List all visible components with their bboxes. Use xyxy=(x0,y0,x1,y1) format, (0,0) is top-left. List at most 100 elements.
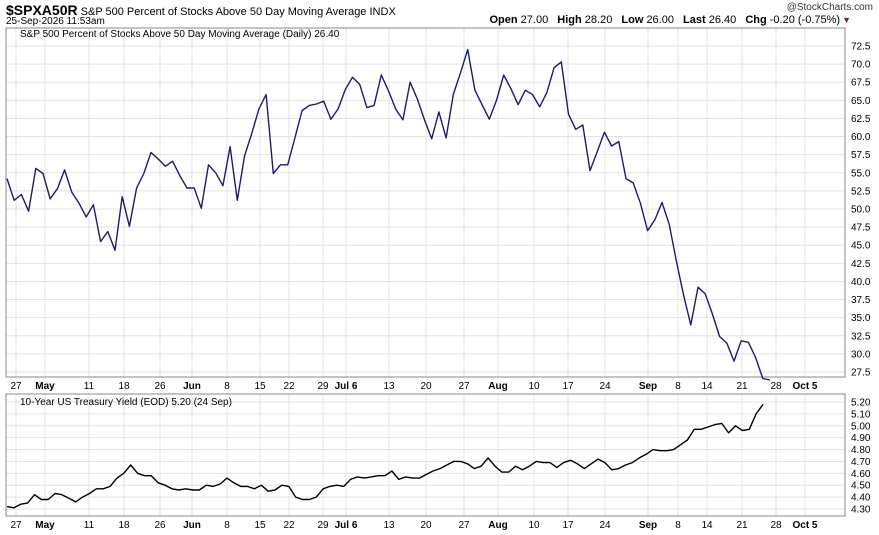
top-x-tick-label: 8 xyxy=(224,381,230,392)
bottom-y-tick-label: 4.50 xyxy=(851,481,871,492)
top-x-tick-label: 17 xyxy=(562,381,574,392)
top-x-tick-label: 18 xyxy=(118,381,130,392)
top-x-tick-label: 24 xyxy=(599,381,611,392)
chg-label: Chg xyxy=(745,14,767,26)
top-y-tick-label: 62.5 xyxy=(851,114,871,125)
bottom-y-tick-label: 5.10 xyxy=(851,409,871,420)
bottom-x-tick-label: 20 xyxy=(420,520,432,531)
bottom-y-tick-label: 4.80 xyxy=(851,445,871,456)
symbol-description: S&P 500 Percent of Stocks Above 50 Day M… xyxy=(80,6,367,18)
top-y-tick-label: 27.5 xyxy=(851,368,871,379)
open-value: 27.00 xyxy=(520,14,549,26)
bottom-x-tick-label: 8 xyxy=(675,520,681,531)
chart-header-title: $SPXA50R S&P 500 Percent of Stocks Above… xyxy=(6,2,396,18)
top-x-tick-label: May xyxy=(35,381,55,392)
bottom-y-tick-label: 4.40 xyxy=(851,493,871,504)
top-y-tick-label: 65.0 xyxy=(851,96,871,107)
top-panel-title: S&P 500 Percent of Stocks Above 50 Day M… xyxy=(20,29,340,40)
high-value: 28.20 xyxy=(584,14,613,26)
top-y-tick-label: 72.5 xyxy=(851,42,871,53)
top-x-tick-label: 14 xyxy=(701,381,713,392)
bottom-x-tick-label: Sep xyxy=(639,520,657,531)
bottom-x-tick-label: 21 xyxy=(736,520,748,531)
top-y-tick-label: 45.0 xyxy=(851,241,871,252)
top-y-tick-label: 60.0 xyxy=(851,132,871,143)
top-x-tick-label: 27 xyxy=(458,381,470,392)
top-x-tick-label: 11 xyxy=(84,381,95,392)
top-x-tick-label: 22 xyxy=(283,381,295,392)
bottom-series-line xyxy=(6,403,764,509)
low-value: 26.00 xyxy=(646,14,674,26)
chg-value: -0.20 (-0.75%) xyxy=(769,14,841,26)
top-y-tick-label: 55.0 xyxy=(851,168,871,179)
top-panel: 27 May 11 18 26 Jun 8 15 22 29 Jul 6 13 20 27 Aug 10 17 2… xyxy=(5,27,871,392)
bottom-x-tick-label: May xyxy=(35,520,55,531)
bottom-x-tick-label: Jun xyxy=(183,520,201,531)
bottom-x-tick-label: Aug xyxy=(488,520,507,531)
top-y-tick-label: 32.5 xyxy=(851,331,871,342)
top-x-tick-label: Jun xyxy=(183,381,201,392)
exchange-label: INDX xyxy=(369,6,396,18)
bottom-x-tick-label: Oct 5 xyxy=(792,520,817,531)
bottom-x-tick-label: 26 xyxy=(154,520,166,531)
top-x-tick-label: Sep xyxy=(639,381,657,392)
top-x-tick-label: 21 xyxy=(736,381,748,392)
bottom-x-tick-label: 29 xyxy=(317,520,329,531)
bottom-x-tick-label: 13 xyxy=(383,520,395,531)
bottom-x-tick-label: 22 xyxy=(283,520,295,531)
top-series-line xyxy=(6,48,771,381)
top-y-tick-label: 42.5 xyxy=(851,259,871,270)
top-x-tick-label: 29 xyxy=(317,381,329,392)
bottom-panel: 27 May 11 18 26 Jun 8 15 22 29 Jul 6 13 20 27 Aug 10 17 2… xyxy=(5,393,871,531)
top-y-tick-label: 50.0 xyxy=(851,205,871,216)
bottom-x-tick-label: 27 xyxy=(10,520,22,531)
top-x-tick-label: 10 xyxy=(528,381,540,392)
top-y-tick-label: 35.0 xyxy=(851,313,871,324)
bottom-y-tick-label: 4.60 xyxy=(851,469,871,480)
bottom-y-tick-label: 4.70 xyxy=(851,457,871,468)
top-x-tick-label: 13 xyxy=(383,381,395,392)
bottom-x-tick-label: 15 xyxy=(254,520,266,531)
top-y-tick-label: 67.5 xyxy=(851,78,871,89)
bottom-x-tick-label: 24 xyxy=(599,520,611,531)
bottom-x-tick-label: 14 xyxy=(701,520,713,531)
top-y-tick-label: 37.5 xyxy=(851,295,871,306)
top-x-tick-label: 26 xyxy=(154,381,166,392)
bottom-y-tick-label: 4.30 xyxy=(851,505,871,516)
bottom-x-tick-label: Jul 6 xyxy=(335,520,358,531)
symbol-label: $SPXA50R xyxy=(6,2,78,18)
last-value: 26.40 xyxy=(708,14,737,26)
bottom-x-tick-label: 28 xyxy=(770,520,782,531)
low-label: Low xyxy=(621,14,644,26)
bottom-x-tick-label: 18 xyxy=(118,520,130,531)
top-x-tick-label: 28 xyxy=(770,381,782,392)
last-label: Last xyxy=(683,14,706,26)
chart-datetime: 25-Sep-2026 11:53am xyxy=(6,16,105,27)
top-y-tick-label: 40.0 xyxy=(851,277,871,288)
copyright-label: @StockCharts.com xyxy=(786,2,873,13)
high-label: High xyxy=(557,14,582,26)
top-x-tick-label: Jul 6 xyxy=(335,381,358,392)
top-y-tick-label: 52.5 xyxy=(851,186,871,197)
top-x-tick-label: 15 xyxy=(254,381,266,392)
top-panel-frame xyxy=(5,27,846,378)
bottom-x-tick-label: 8 xyxy=(224,520,230,531)
top-y-tick-label: 57.5 xyxy=(851,150,871,161)
bottom-panel-frame xyxy=(5,393,846,517)
top-x-tick-label: 20 xyxy=(420,381,432,392)
bottom-y-tick-label: 4.90 xyxy=(851,433,871,444)
top-y-tick-label: 47.5 xyxy=(851,223,871,234)
bottom-x-tick-label: 27 xyxy=(458,520,470,531)
bottom-y-tick-label: 5.00 xyxy=(851,421,871,432)
down-arrow-icon: ▼ xyxy=(842,15,851,25)
top-x-tick-label: 27 xyxy=(10,381,22,392)
top-x-tick-label: 8 xyxy=(675,381,681,392)
open-label: Open xyxy=(489,14,518,26)
bottom-x-tick-label: 11 xyxy=(84,520,95,531)
quote-summary: Open 27.00 High 28.20 Low 26.00 Last 26.… xyxy=(483,14,851,26)
bottom-x-tick-label: 10 xyxy=(528,520,540,531)
bottom-panel-title: 10-Year US Treasury Yield (EOD) 5.20 (24… xyxy=(20,397,232,408)
bottom-y-tick-label: 5.20 xyxy=(851,398,871,409)
top-y-tick-label: 30.0 xyxy=(851,349,871,360)
